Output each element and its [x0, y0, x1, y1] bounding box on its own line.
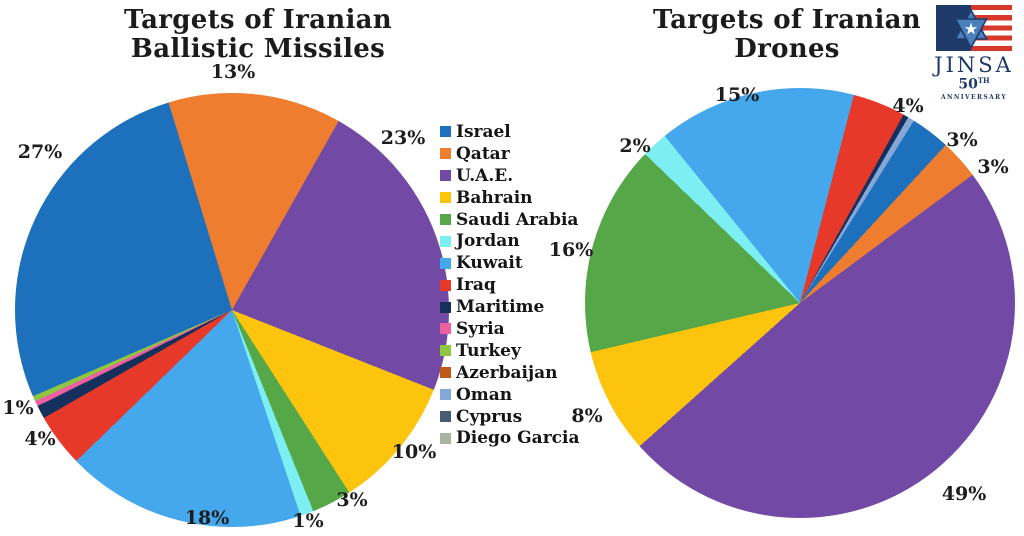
percent-label-iraq: 4% — [24, 428, 56, 450]
percent-label-bahrain: 10% — [391, 441, 437, 463]
logo-anniversary-word: ANNIVERSARY — [940, 93, 1008, 101]
legend-swatch-icon — [440, 367, 451, 379]
jinsa-logo: JINSA 50TH ANNIVERSARY — [926, 5, 1022, 101]
legend-item-diego-garcia: Diego Garcia — [440, 427, 579, 449]
percent-label-kuwait: 18% — [184, 507, 230, 529]
pie-ballistic-missiles — [15, 93, 449, 527]
legend-swatch-icon — [440, 148, 451, 160]
legend-item-qatar: Qatar — [440, 143, 579, 165]
white-star-icon — [964, 22, 978, 35]
legend-swatch-icon — [440, 411, 451, 423]
legend-label: Iraq — [456, 275, 496, 296]
percent-label-qatar: 3% — [977, 156, 1009, 178]
legend-label: Syria — [456, 318, 505, 339]
legend-swatch-icon — [440, 279, 451, 291]
pie-drones — [585, 88, 1015, 518]
legend-label: Israel — [456, 121, 511, 142]
legend-item-jordan: Jordan — [440, 230, 579, 252]
legend-label: U.A.E. — [456, 165, 514, 186]
legend-swatch-icon — [440, 257, 451, 269]
legend-swatch-icon — [440, 192, 451, 204]
legend-label: Jordan — [456, 231, 520, 252]
percent-label-jordan: 1% — [292, 510, 324, 532]
percent-label-jordan: 2% — [619, 135, 651, 157]
legend-swatch-icon — [440, 345, 451, 357]
legend-label: Diego Garcia — [456, 428, 580, 449]
legend-label: Oman — [456, 384, 513, 405]
legend-swatch-icon — [440, 432, 451, 444]
legend-label: Maritime — [456, 297, 545, 318]
legend-item-cyprus: Cyprus — [440, 406, 579, 428]
anniversary-suffix-text: TH — [977, 76, 990, 85]
legend-item-syria: Syria — [440, 318, 579, 340]
legend-label: Bahrain — [456, 187, 533, 208]
legend-swatch-icon — [440, 235, 451, 247]
percent-label-u-a-e: 23% — [380, 127, 426, 149]
title-line: Ballistic Missiles — [130, 34, 386, 65]
chart-title-ballistic-missiles: Targets of Iranian Ballistic Missiles — [58, 5, 458, 65]
percent-label-bahrain: 8% — [571, 405, 603, 427]
percent-label-israel: 27% — [17, 141, 63, 163]
legend: Israel Qatar U.A.E. Bahrain Saudi Arabia Jord… — [440, 121, 579, 449]
percent-label-iraq: 4% — [892, 95, 924, 117]
percent-label-u-a-e: 49% — [941, 483, 987, 505]
percent-label-maritime: 1% — [2, 397, 34, 419]
legend-swatch-icon — [440, 214, 451, 225]
legend-label: Saudi Arabia — [456, 209, 579, 230]
legend-label: Turkey — [456, 340, 521, 361]
percent-label-saudi-arabia: 16% — [548, 239, 594, 261]
legend-swatch-icon — [440, 170, 451, 182]
legend-item-iraq: Iraq — [440, 274, 579, 296]
legend-item-u-a-e: U.A.E. — [440, 165, 579, 187]
legend-swatch-icon — [440, 301, 451, 313]
percent-label-qatar: 13% — [210, 61, 256, 83]
star-of-david-icon — [954, 9, 988, 49]
percent-label-israel: 3% — [946, 129, 978, 151]
percent-label-kuwait: 15% — [714, 84, 760, 106]
legend-item-saudi-arabia: Saudi Arabia — [440, 209, 579, 231]
legend-swatch-icon — [440, 126, 451, 138]
anniversary-number-text: 50 — [958, 76, 978, 93]
legend-swatch-icon — [440, 323, 451, 335]
jinsa-flag-emblem — [936, 5, 1012, 51]
title-line: Targets of Iranian — [652, 5, 922, 35]
percent-label-saudi-arabia: 3% — [336, 489, 368, 511]
legend-swatch-icon — [440, 389, 451, 401]
chart-title-drones: Targets of Iranian Drones — [587, 5, 987, 65]
legend-label: Azerbaijan — [456, 362, 558, 383]
legend-label: Cyprus — [456, 406, 523, 427]
legend-item-maritime: Maritime — [440, 296, 579, 318]
legend-item-oman: Oman — [440, 384, 579, 406]
legend-item-bahrain: Bahrain — [440, 187, 579, 209]
logo-wordmark: JINSA — [934, 53, 1014, 77]
legend-item-turkey: Turkey — [440, 340, 579, 362]
title-line: Targets of Iranian — [123, 5, 393, 35]
legend-item-israel: Israel — [440, 121, 579, 143]
title-line: Drones — [734, 34, 840, 65]
logo-anniversary-number: 50TH — [926, 76, 1022, 93]
legend-label: Qatar — [456, 143, 510, 164]
legend-label: Kuwait — [456, 253, 523, 274]
legend-item-kuwait: Kuwait — [440, 252, 579, 274]
legend-item-azerbaijan: Azerbaijan — [440, 362, 579, 384]
